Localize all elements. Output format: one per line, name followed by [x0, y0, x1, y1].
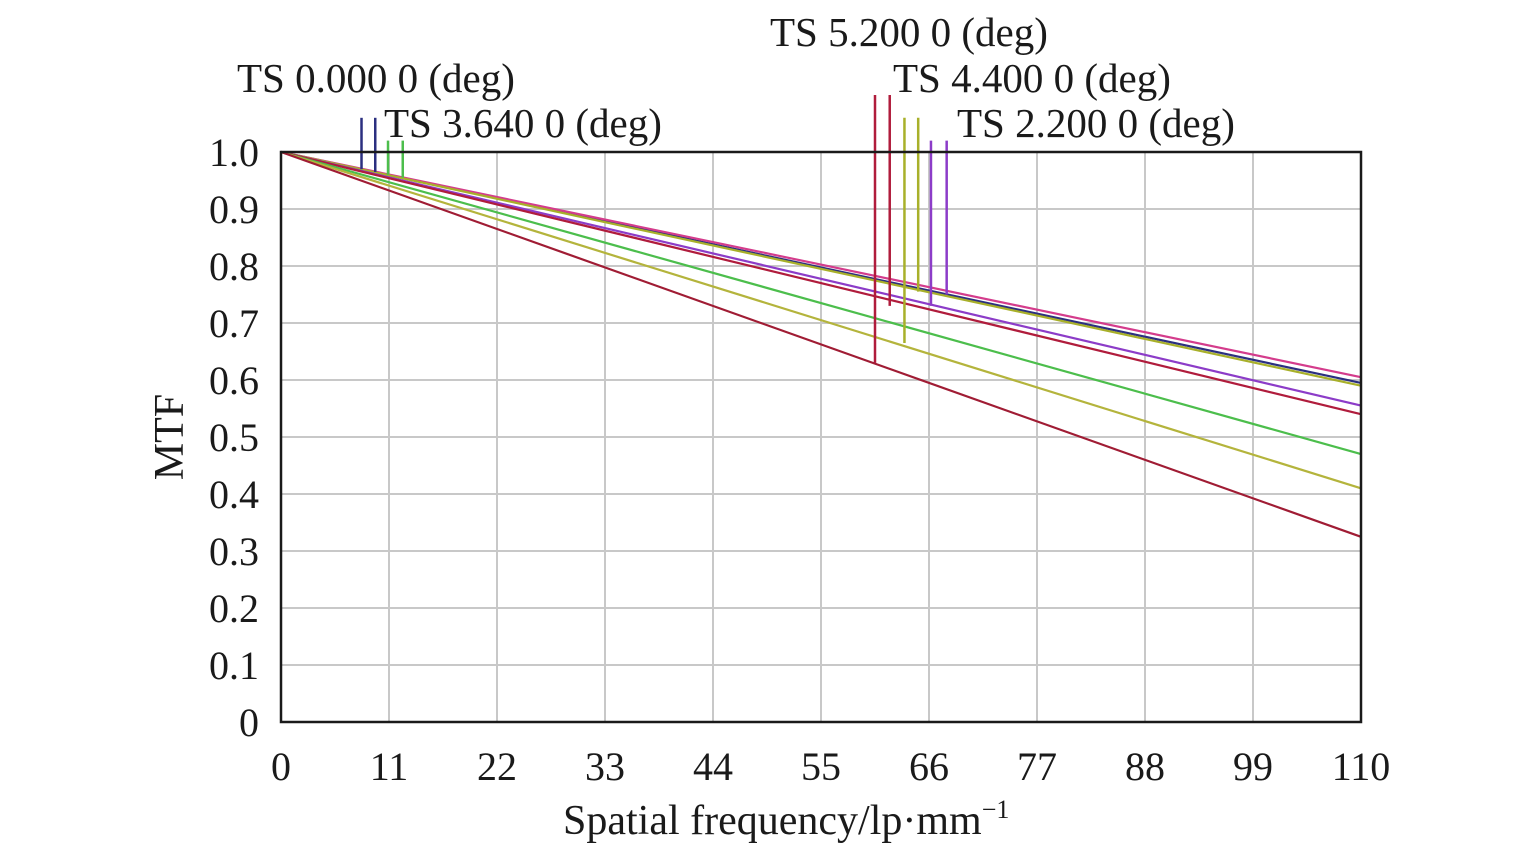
mtf-series-line-8 [280, 150, 1362, 538]
x-tick-label: 11 [370, 744, 409, 789]
x-tick-label: 99 [1233, 744, 1273, 789]
x-tick-label: 33 [585, 744, 625, 789]
plot-area-frame [279, 150, 1363, 724]
mtf-series-line-4 [280, 150, 1362, 407]
field-label-ts-4400: TS 4.400 0 (deg) [893, 55, 1171, 101]
x-tick-label: 44 [693, 744, 733, 789]
field-label-ts-5200: TS 5.200 0 (deg) [770, 9, 1048, 55]
y-tick-label: 0.1 [209, 643, 259, 688]
mtf-series-line-6 [280, 150, 1362, 456]
y-tick-label: 0 [239, 700, 259, 745]
y-tick-label: 0.4 [209, 472, 259, 517]
y-tick-label: 0.9 [209, 187, 259, 232]
x-tick-label: 0 [271, 744, 291, 789]
x-tick-label: 88 [1125, 744, 1165, 789]
x-tick-label: 110 [1332, 744, 1391, 789]
series-lines [280, 150, 1362, 538]
field-label-ts-3640: TS 3.640 0 (deg) [384, 100, 662, 146]
x-tick-label: 66 [909, 744, 949, 789]
mtf-series-line-3 [280, 150, 1362, 387]
y-tick-label: 0.5 [209, 415, 259, 460]
y-tick-label: 0.7 [209, 301, 259, 346]
y-tick-label: 1.0 [209, 130, 259, 175]
x-axis-label-text: Spatial frequency/lp·mm [563, 798, 982, 844]
mtf-series-line-7 [280, 150, 1362, 490]
mtf-series-line-2 [280, 150, 1362, 379]
y-axis-label: MTF [147, 394, 193, 480]
x-tick-label: 22 [477, 744, 517, 789]
x-axis-label: Spatial frequency/lp·mm−1 [563, 795, 1009, 844]
x-axis-label-superscript: −1 [982, 795, 1010, 824]
y-tick-label: 0.3 [209, 529, 259, 574]
grid [281, 152, 1361, 722]
y-tick-label: 0.2 [209, 586, 259, 631]
field-markers [360, 95, 948, 363]
y-tick-label: 0.6 [209, 358, 259, 403]
y-tick-labels: 0 0.1 0.2 0.3 0.4 0.5 0.6 0.7 0.8 0.9 1.0 [209, 130, 259, 745]
mtf-series-line-5 [280, 150, 1362, 416]
x-tick-label: 77 [1017, 744, 1057, 789]
x-tick-labels: 0 11 22 33 44 55 66 77 88 99 110 [271, 744, 1390, 789]
x-tick-label: 55 [801, 744, 841, 789]
field-label-ts-0: TS 0.000 0 (deg) [237, 55, 515, 101]
y-tick-label: 0.8 [209, 244, 259, 289]
field-label-ts-2200: TS 2.200 0 (deg) [957, 100, 1235, 146]
